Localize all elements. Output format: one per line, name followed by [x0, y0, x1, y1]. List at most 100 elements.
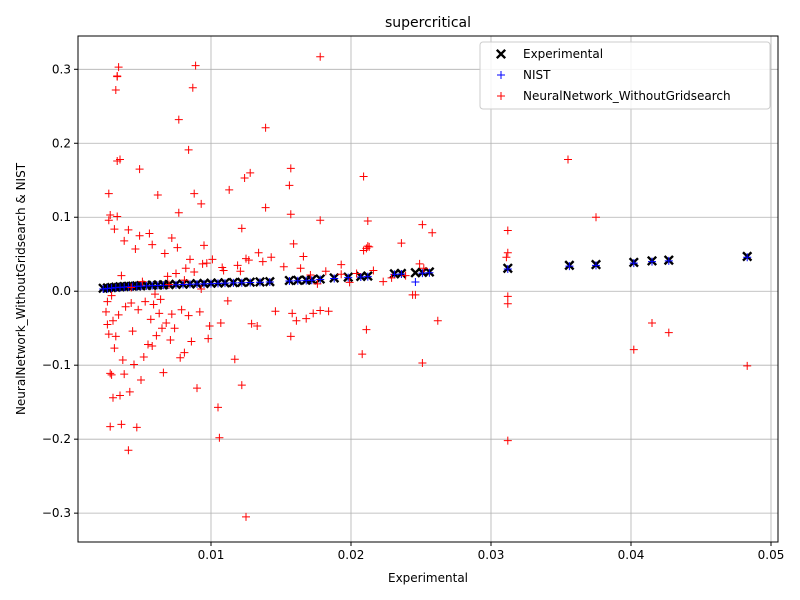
data-point [256, 278, 264, 287]
data-point [107, 370, 116, 379]
data-point [503, 248, 512, 257]
data-point [106, 211, 115, 220]
data-point [159, 368, 168, 377]
data-point [120, 370, 129, 379]
series-1 [99, 253, 752, 293]
data-point [152, 331, 161, 340]
data-point [184, 145, 193, 154]
data-point [309, 309, 318, 318]
data-point [172, 280, 180, 289]
legend-label: Experimental [523, 47, 603, 61]
data-point [229, 278, 238, 287]
data-point [145, 229, 154, 238]
data-point [253, 321, 262, 330]
data-point [177, 305, 186, 314]
data-point [188, 83, 197, 92]
data-point [286, 210, 295, 219]
x-axis-ticks: 0.01 0.02 0.03 0.04 0.05 [198, 542, 785, 562]
data-point [141, 297, 150, 306]
data-point [208, 255, 217, 264]
data-point [191, 61, 200, 70]
data-point [214, 403, 222, 412]
data-point [167, 233, 176, 242]
data-point [418, 220, 427, 229]
data-point [418, 269, 427, 278]
data-point [223, 296, 232, 305]
data-point [345, 278, 354, 287]
data-point [230, 355, 239, 364]
data-point [167, 310, 176, 319]
data-point [113, 71, 122, 80]
data-point [316, 52, 325, 61]
data-point [151, 290, 159, 299]
data-point [127, 299, 136, 308]
data-point [564, 155, 572, 164]
data-point [124, 446, 133, 455]
x-tick-label: 0.05 [758, 548, 785, 562]
data-point [149, 300, 158, 309]
data-point [109, 393, 117, 402]
data-point [102, 307, 110, 316]
data-point [103, 320, 112, 329]
data-point [187, 337, 196, 346]
data-point [202, 259, 211, 268]
x-axis-label: Experimental [388, 571, 468, 585]
data-point [363, 242, 372, 251]
data-point [279, 262, 288, 271]
data-point [130, 360, 138, 369]
data-point [271, 307, 280, 316]
x-tick-label: 0.04 [618, 548, 645, 562]
data-point [193, 280, 201, 289]
data-point [124, 225, 133, 234]
data-point [363, 216, 372, 225]
data-point [114, 63, 123, 72]
data-point [358, 350, 367, 359]
data-point [359, 172, 368, 181]
data-point [218, 263, 227, 272]
y-tick-label: 0.3 [52, 62, 71, 76]
data-point [648, 319, 656, 328]
data-point [629, 259, 638, 268]
data-point [99, 285, 108, 293]
data-point [306, 270, 315, 279]
x-tick-label: 0.03 [478, 548, 505, 562]
data-point [204, 334, 213, 343]
data-point [104, 330, 113, 339]
data-point [205, 321, 214, 330]
data-point [214, 279, 222, 288]
data-point [114, 310, 123, 319]
data-point [162, 319, 171, 328]
data-point [144, 340, 152, 349]
data-point [411, 290, 420, 299]
data-point [216, 319, 225, 328]
data-point [397, 239, 406, 248]
data-point [116, 391, 124, 400]
data-point [292, 316, 301, 325]
data-point [173, 243, 182, 252]
data-point [629, 345, 638, 354]
data-point [135, 165, 144, 174]
data-point [160, 249, 169, 258]
data-point [503, 292, 512, 301]
data-point [111, 332, 120, 341]
data-point [247, 319, 256, 328]
legend-label: NeuralNetwork_WithoutGridsearch [523, 89, 731, 103]
data-point [379, 277, 388, 286]
data-point [104, 189, 113, 198]
data-point [419, 264, 428, 273]
data-point [106, 369, 115, 378]
data-point [117, 420, 126, 429]
data-point [225, 185, 234, 194]
data-point [166, 336, 175, 345]
data-point [307, 276, 316, 285]
legend-marker [497, 71, 505, 79]
data-point [111, 86, 120, 95]
data-point [148, 240, 157, 249]
data-point [254, 248, 263, 257]
y-tick-label: 0.2 [52, 136, 71, 150]
data-point [236, 267, 245, 276]
legend-marker [495, 48, 507, 60]
data-point [265, 278, 274, 287]
data-point [125, 387, 134, 396]
data-point [286, 164, 295, 173]
